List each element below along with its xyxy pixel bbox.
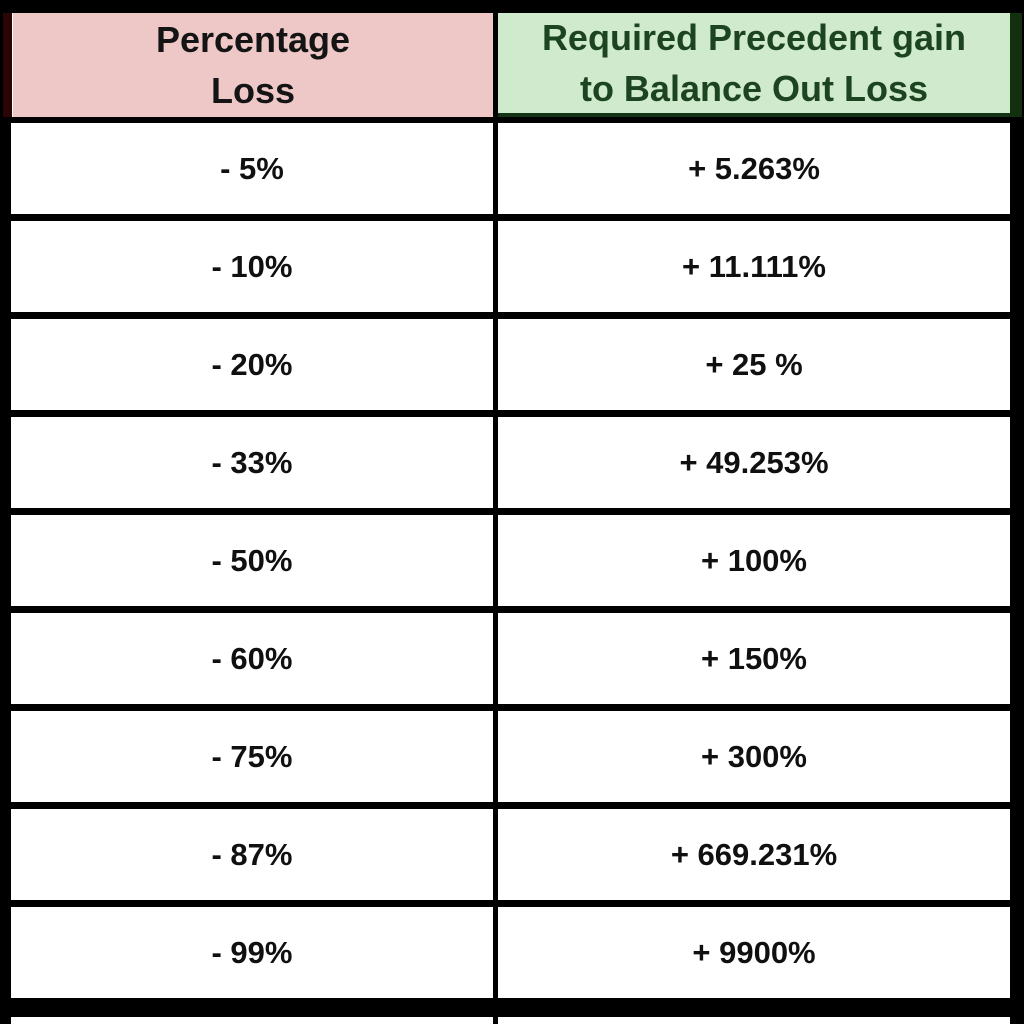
loss-value: - 75% — [211, 738, 293, 774]
loss-cell: - 75% — [11, 711, 493, 802]
header-gain-line2: to Balance Out Loss — [579, 68, 929, 109]
table-row: - 20% + 25 % — [0, 319, 1024, 410]
gain-value: + 669.231% — [670, 836, 838, 872]
header-cell-gain: Required Precedent gain to Balance Out L… — [498, 13, 1010, 117]
header-loss-line2: Loss — [210, 70, 296, 111]
gain-cell: + 100% — [498, 515, 1010, 606]
gain-value: + 25 % — [705, 346, 803, 382]
right-border — [1022, 13, 1024, 117]
loss-value: - 99% — [211, 934, 293, 970]
loss-cell: - 33% — [11, 417, 493, 508]
gain-value: + 9900% — [692, 934, 816, 970]
gain-value: + 150% — [700, 640, 807, 676]
table-row: - 60% + 150% — [0, 613, 1024, 704]
loss-value: - 20% — [211, 346, 293, 382]
table-row: - 75% + 300% — [0, 711, 1024, 802]
partial-cutoff-row — [0, 1017, 1024, 1024]
table-body: - 5% + 5.263% - 10% + 11.111% - 20% + 25… — [0, 123, 1024, 998]
loss-cell: - 60% — [11, 613, 493, 704]
gain-cell: + 150% — [498, 613, 1010, 704]
table-row: - 5% + 5.263% — [0, 123, 1024, 214]
table-header: Percentage Loss Required Precedent gain … — [0, 13, 1024, 117]
gain-cell: + 9900% — [498, 907, 1010, 998]
loss-value: - 33% — [211, 444, 293, 480]
table-row: - 50% + 100% — [0, 515, 1024, 606]
header-cell-loss: Percentage Loss — [12, 13, 493, 117]
loss-value: - 87% — [211, 836, 293, 872]
loss-cell: - 20% — [11, 319, 493, 410]
loss-value: - 10% — [211, 248, 293, 284]
loss-value: - 5% — [220, 150, 284, 186]
column-divider — [493, 13, 498, 117]
loss-value: - 60% — [211, 640, 293, 676]
gain-value: + 300% — [700, 738, 807, 774]
partial-gain-cell — [498, 1017, 1010, 1024]
loss-cell: - 5% — [11, 123, 493, 214]
gain-cell: + 49.253% — [498, 417, 1010, 508]
gain-cell: + 25 % — [498, 319, 1010, 410]
table-row: - 33% + 49.253% — [0, 417, 1024, 508]
loss-cell: - 87% — [11, 809, 493, 900]
gain-cell: + 300% — [498, 711, 1010, 802]
partial-loss-cell — [11, 1017, 493, 1024]
gain-value: + 11.111% — [682, 248, 826, 284]
gain-cell: + 5.263% — [498, 123, 1010, 214]
table-row: - 10% + 11.111% — [0, 221, 1024, 312]
loss-value: - 50% — [211, 542, 293, 578]
right-edge-strip — [1010, 13, 1022, 117]
left-edge-strip — [3, 13, 12, 117]
gain-cell: + 11.111% — [498, 221, 1010, 312]
header-loss-line1: Percentage — [155, 19, 351, 60]
gain-value: + 49.253% — [679, 444, 829, 480]
header-gain-line1: Required Precedent gain — [541, 17, 967, 58]
loss-cell: - 99% — [11, 907, 493, 998]
loss-cell: - 10% — [11, 221, 493, 312]
left-border — [0, 13, 3, 117]
loss-cell: - 50% — [11, 515, 493, 606]
gain-value: + 100% — [700, 542, 807, 578]
table-row: - 87% + 669.231% — [0, 809, 1024, 900]
gain-value: + 5.263% — [688, 150, 820, 186]
table-row: - 99% + 9900% — [0, 907, 1024, 998]
bottom-border — [0, 998, 1024, 1017]
gain-cell: + 669.231% — [498, 809, 1010, 900]
